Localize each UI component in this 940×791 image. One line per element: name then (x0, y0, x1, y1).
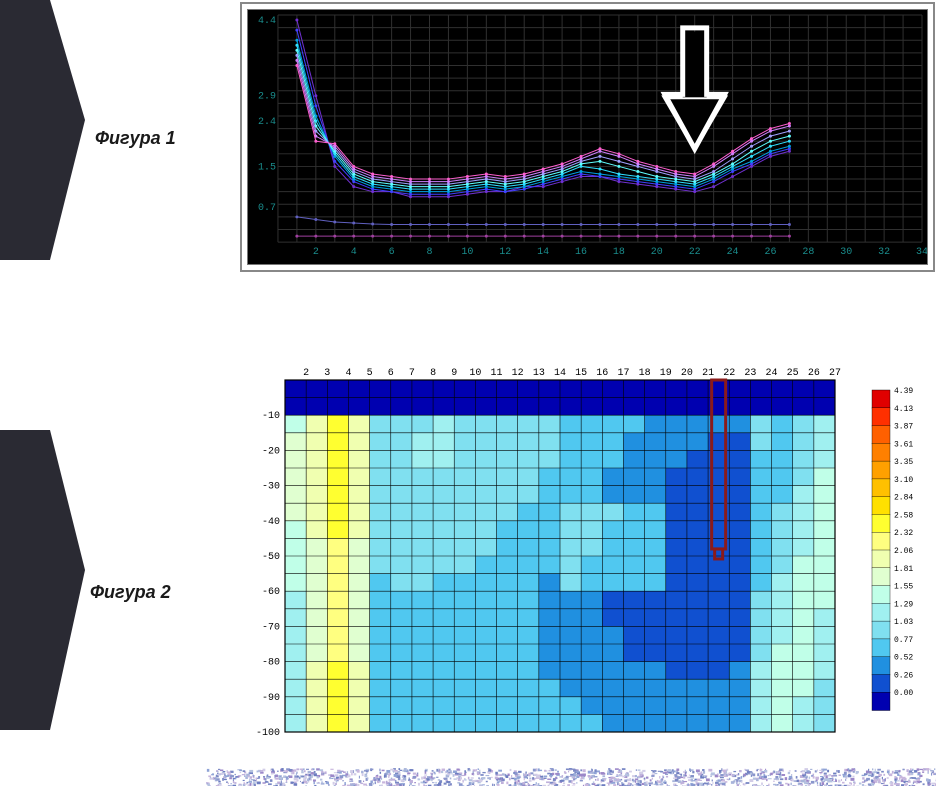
svg-text:2.84: 2.84 (894, 494, 913, 503)
svg-text:24: 24 (727, 246, 739, 257)
svg-text:4: 4 (351, 246, 357, 257)
svg-text:2.32: 2.32 (894, 529, 913, 538)
svg-text:10: 10 (461, 246, 473, 257)
svg-text:11: 11 (491, 368, 503, 379)
svg-text:30: 30 (840, 246, 852, 257)
svg-text:14: 14 (554, 368, 566, 379)
svg-text:2.58: 2.58 (894, 511, 913, 520)
svg-text:-100: -100 (256, 728, 280, 739)
svg-text:3.61: 3.61 (894, 440, 913, 449)
svg-text:19: 19 (660, 368, 672, 379)
figure1-chart: 0.71.52.42.94.42468101214161820222426283… (240, 2, 935, 272)
svg-text:32: 32 (878, 246, 890, 257)
svg-text:4.4: 4.4 (258, 15, 276, 26)
svg-text:5: 5 (367, 368, 373, 379)
svg-text:2.9: 2.9 (258, 91, 276, 102)
svg-text:0.52: 0.52 (894, 654, 913, 663)
svg-text:6: 6 (389, 246, 395, 257)
svg-text:1.29: 1.29 (894, 600, 913, 609)
svg-text:20: 20 (681, 368, 693, 379)
svg-text:2: 2 (303, 368, 309, 379)
svg-text:34: 34 (916, 246, 927, 257)
svg-text:1.81: 1.81 (894, 565, 913, 574)
figure2-chart: 2345678910111213141516171819202122232425… (245, 362, 845, 742)
figure2-legend: 4.39 4.13 3.87 3.61 3.35 3.10 2.84 2.58 2.32 2.06… (870, 385, 925, 735)
svg-text:0.00: 0.00 (894, 689, 913, 698)
svg-text:-40: -40 (262, 517, 280, 528)
svg-text:0.7: 0.7 (258, 202, 276, 213)
svg-text:22: 22 (689, 246, 701, 257)
svg-text:28: 28 (802, 246, 814, 257)
svg-text:2.06: 2.06 (894, 547, 913, 556)
svg-text:13: 13 (533, 368, 545, 379)
svg-text:26: 26 (764, 246, 776, 257)
svg-text:24: 24 (766, 368, 778, 379)
svg-text:9: 9 (451, 368, 457, 379)
svg-text:8: 8 (430, 368, 436, 379)
svg-text:23: 23 (744, 368, 756, 379)
svg-text:6: 6 (388, 368, 394, 379)
svg-text:1.55: 1.55 (894, 583, 913, 592)
svg-text:0.77: 0.77 (894, 636, 913, 645)
svg-text:12: 12 (512, 368, 524, 379)
svg-text:25: 25 (787, 368, 799, 379)
svg-text:22: 22 (723, 368, 735, 379)
left-pointer-2 (0, 430, 90, 730)
svg-text:3.10: 3.10 (894, 476, 913, 485)
noise-strip (206, 768, 936, 786)
svg-text:4: 4 (345, 368, 351, 379)
svg-text:4.13: 4.13 (894, 405, 913, 414)
svg-text:-20: -20 (262, 446, 280, 457)
svg-text:-70: -70 (262, 622, 280, 633)
svg-text:3.87: 3.87 (894, 423, 913, 432)
svg-text:27: 27 (829, 368, 841, 379)
svg-text:2: 2 (313, 246, 319, 257)
svg-text:-10: -10 (262, 411, 280, 422)
svg-text:3: 3 (324, 368, 330, 379)
svg-text:1.5: 1.5 (258, 161, 276, 172)
svg-text:3.35: 3.35 (894, 458, 913, 467)
svg-text:16: 16 (596, 368, 608, 379)
svg-text:26: 26 (808, 368, 820, 379)
svg-text:21: 21 (702, 368, 714, 379)
svg-text:-90: -90 (262, 693, 280, 704)
svg-text:8: 8 (427, 246, 433, 257)
svg-text:2.4: 2.4 (258, 116, 276, 127)
figure2-label: Фигура 2 (90, 582, 171, 603)
svg-text:4.39: 4.39 (894, 387, 913, 396)
svg-text:1.03: 1.03 (894, 618, 913, 627)
svg-text:10: 10 (469, 368, 481, 379)
svg-text:-80: -80 (262, 658, 280, 669)
svg-text:-50: -50 (262, 552, 280, 563)
left-pointer-1 (0, 0, 90, 300)
svg-text:-30: -30 (262, 482, 280, 493)
svg-text:14: 14 (537, 246, 549, 257)
figure1-label: Фигура 1 (95, 128, 176, 149)
svg-text:17: 17 (617, 368, 629, 379)
svg-text:7: 7 (409, 368, 415, 379)
svg-text:18: 18 (613, 246, 625, 257)
svg-text:0.26: 0.26 (894, 671, 913, 680)
svg-text:12: 12 (499, 246, 511, 257)
svg-text:16: 16 (575, 246, 587, 257)
svg-text:-60: -60 (262, 587, 280, 598)
svg-text:18: 18 (639, 368, 651, 379)
svg-text:15: 15 (575, 368, 587, 379)
svg-text:20: 20 (651, 246, 663, 257)
